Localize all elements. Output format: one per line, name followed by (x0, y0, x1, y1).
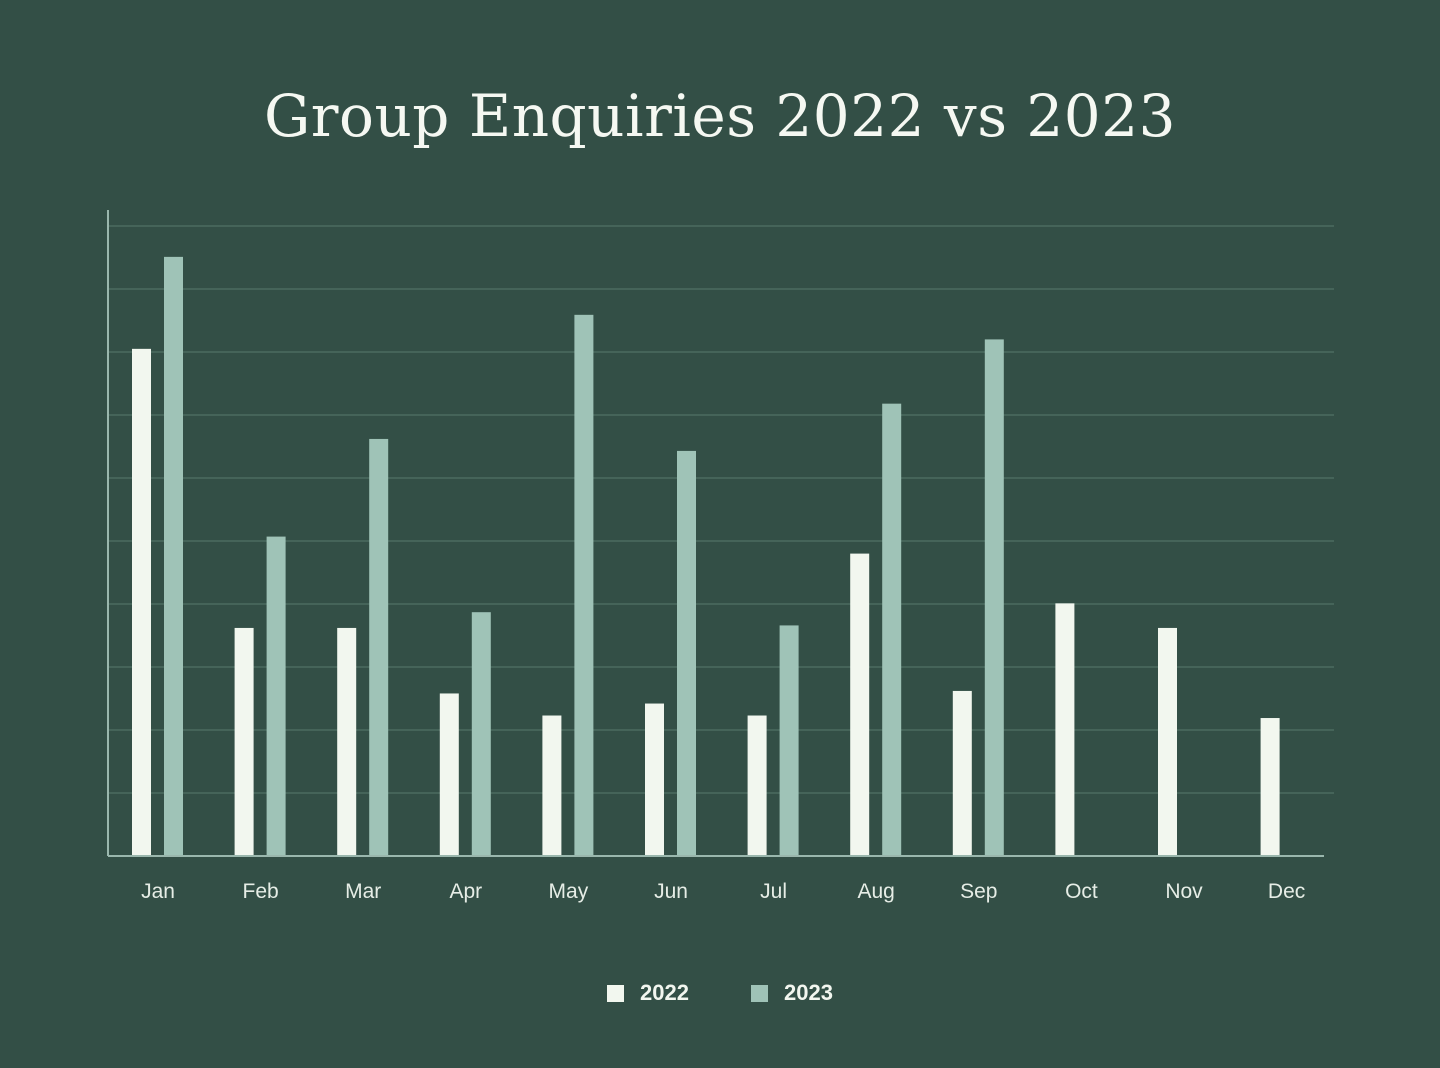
x-tick-label-jun: Jun (654, 880, 688, 903)
gridlines (108, 225, 1334, 794)
bar-2023-feb[interactable] (266, 536, 286, 856)
legend-item-2022[interactable]: 2022 (607, 980, 689, 1006)
bar-2022-jun[interactable] (645, 703, 664, 856)
x-tick-label-feb: Feb (243, 880, 279, 903)
x-tick-label-oct: Oct (1065, 880, 1098, 903)
x-tick-label-may: May (549, 880, 589, 903)
x-tick-label-nov: Nov (1165, 880, 1203, 903)
legend-label-2023: 2023 (784, 980, 833, 1005)
x-tick-label-apr: Apr (449, 880, 482, 903)
bar-2022-oct[interactable] (1055, 603, 1075, 856)
bar-2022-feb[interactable] (234, 627, 254, 856)
legend-swatch-2023 (751, 984, 768, 1002)
bar-2022-jan[interactable] (132, 348, 151, 856)
x-tick-label-jul: Jul (760, 880, 787, 903)
legend-item-2023[interactable]: 2023 (751, 980, 833, 1006)
bar-2023-mar[interactable] (369, 438, 389, 856)
bar-2022-aug[interactable] (850, 553, 870, 856)
bar-2022-may[interactable] (542, 715, 562, 856)
bar-2022-jul[interactable] (747, 715, 767, 856)
bar-2022-mar[interactable] (337, 627, 357, 856)
legend-swatch-2022 (607, 984, 625, 1002)
legend: 2022 2023 (0, 980, 1440, 1006)
chart-title: Group Enquiries 2022 vs 2023 (263, 82, 1177, 150)
x-tick-label-mar: Mar (345, 880, 381, 903)
bar-2023-aug[interactable] (882, 403, 902, 856)
x-tick-label-jan: Jan (141, 880, 175, 903)
bar-2022-nov[interactable] (1158, 627, 1177, 856)
bar-2023-jul[interactable] (779, 625, 799, 856)
x-tick-label-sep: Sep (960, 880, 997, 903)
axes (107, 210, 1324, 857)
bar-2023-may[interactable] (574, 314, 594, 857)
bar-2022-apr[interactable] (439, 693, 459, 856)
bar-2023-apr[interactable] (471, 612, 491, 856)
x-tick-label-aug: Aug (858, 880, 895, 903)
x-tick-label-dec: Dec (1268, 880, 1305, 903)
bars (132, 256, 1280, 857)
bar-2022-sep[interactable] (952, 690, 972, 856)
legend-label-2022: 2022 (640, 980, 689, 1005)
bar-2023-jan[interactable] (164, 256, 183, 856)
bar-2023-jun[interactable] (677, 450, 696, 856)
x-tick-labels: Jan Feb Mar Apr May Jun Jul Aug Sep Oct Nov Dec (141, 880, 1305, 903)
bar-2022-dec[interactable] (1260, 718, 1280, 856)
bar-2023-sep[interactable] (984, 339, 1004, 856)
